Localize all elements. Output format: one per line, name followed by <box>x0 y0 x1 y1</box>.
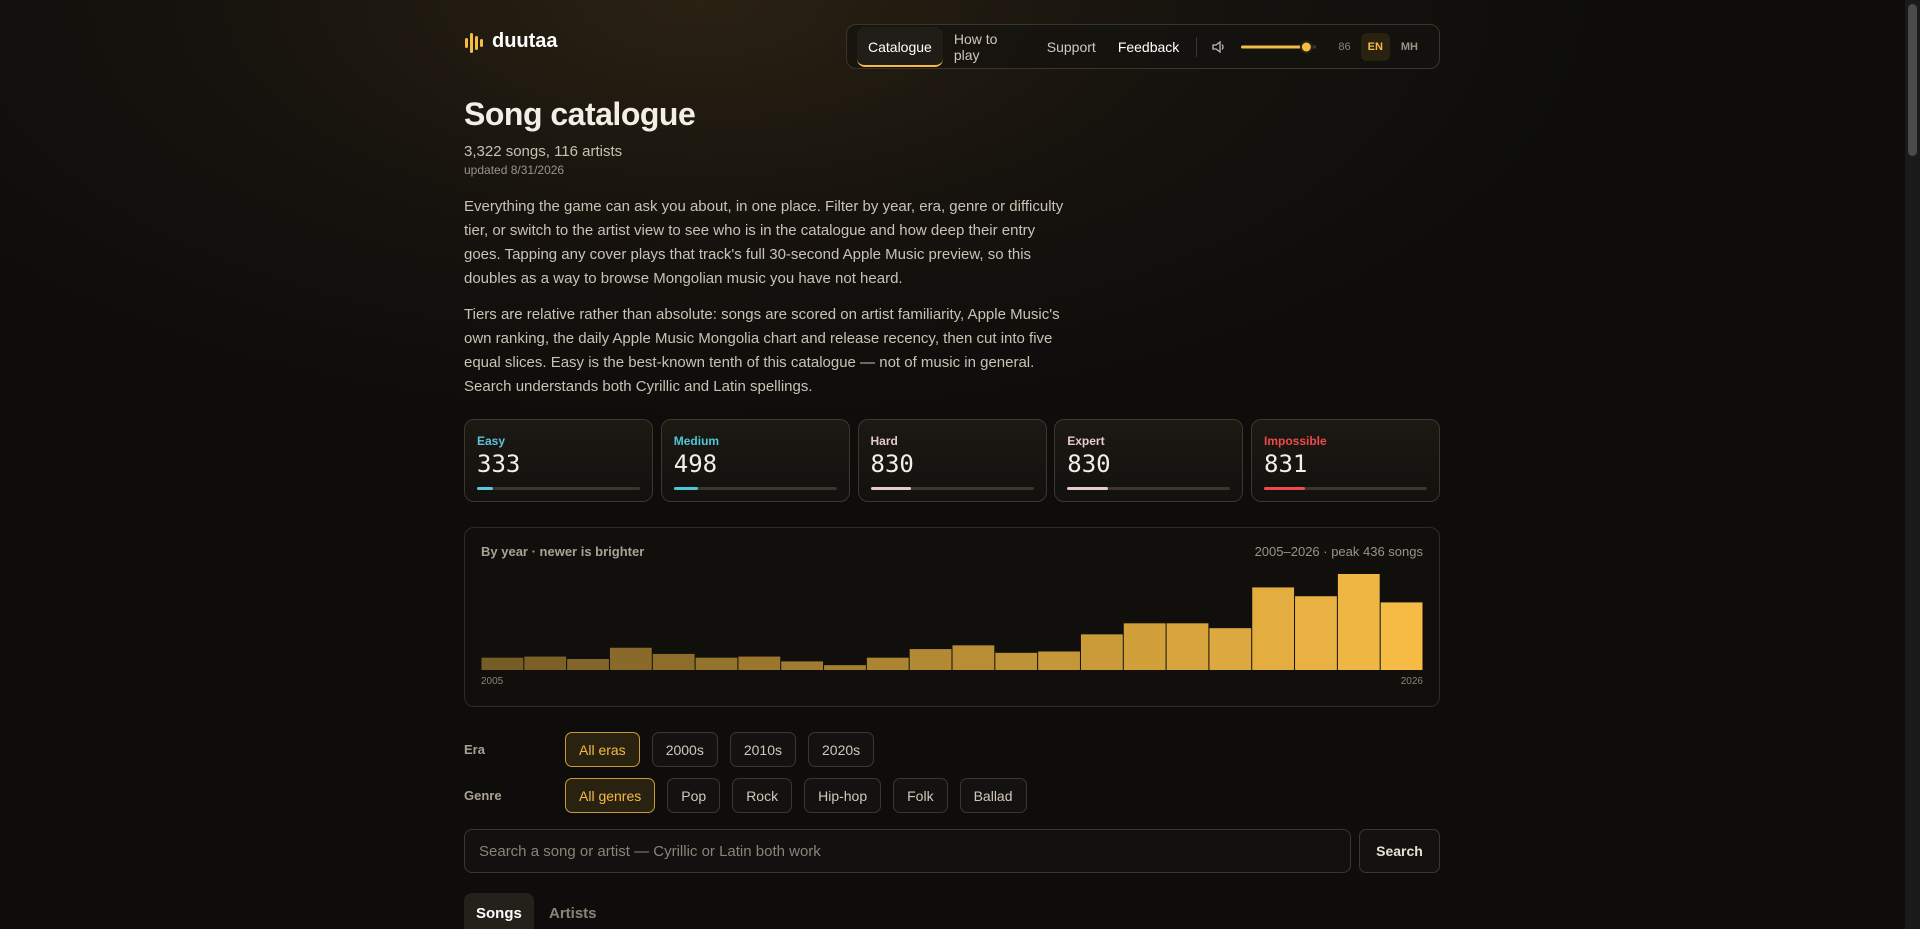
filter-button[interactable]: All eras <box>565 732 640 767</box>
year-bar[interactable] <box>609 647 652 670</box>
tier-count: 830 <box>1067 450 1111 478</box>
nav-link[interactable]: Feedback <box>1117 38 1180 55</box>
volume-value: 86 <box>1338 40 1351 53</box>
tier-fill <box>673 487 699 490</box>
tier-track <box>1067 487 1231 490</box>
tier-fill <box>1264 487 1305 490</box>
filter-button[interactable]: 2020s <box>808 732 875 767</box>
paragraph: Everything the game can ask you about, i… <box>464 198 1064 287</box>
tier-track <box>673 487 837 490</box>
scrollbar-thumb[interactable] <box>1908 4 1917 156</box>
year-bar[interactable] <box>481 657 524 670</box>
filter-button[interactable]: Folk <box>893 778 948 813</box>
year-bar[interactable] <box>995 652 1038 670</box>
tier-card[interactable]: Impossible 831 <box>1251 419 1440 502</box>
year-bar[interactable] <box>652 653 695 670</box>
year-bar[interactable] <box>1209 628 1252 670</box>
tier-count: 333 <box>477 450 521 478</box>
tier-card[interactable]: Hard 830 <box>857 419 1047 502</box>
tier-name: Easy <box>477 434 506 448</box>
year-bar[interactable] <box>1123 623 1166 670</box>
year-bar[interactable] <box>695 657 738 670</box>
logo-text: duutaa <box>492 30 558 52</box>
axis-end: 2026 <box>1400 676 1423 687</box>
slider-fill <box>1240 45 1307 48</box>
page-title: Song catalogue <box>464 96 696 132</box>
tier-name: Expert <box>1067 434 1105 448</box>
nav-link[interactable]: Support <box>1046 38 1096 55</box>
histogram <box>481 574 1423 670</box>
filter-label: Era <box>464 742 485 757</box>
filter-row: All eras 2000s 2010s 2020s <box>565 732 875 767</box>
year-bar[interactable] <box>524 656 567 670</box>
year-bar[interactable] <box>1080 634 1123 670</box>
nav-link[interactable]: Catalogue <box>857 26 943 67</box>
search-button[interactable]: Search <box>1359 829 1440 873</box>
slider-thumb <box>1299 40 1313 53</box>
year-bar[interactable] <box>781 661 824 670</box>
volume-icon[interactable] <box>1211 39 1227 55</box>
search-input[interactable]: Search a song or artist — Cyrillic or La… <box>464 829 1351 873</box>
year-bar[interactable] <box>567 658 609 670</box>
tier-name: Medium <box>673 434 720 448</box>
filter-button[interactable]: Rock <box>732 778 793 813</box>
tier-fill <box>1067 487 1108 490</box>
year-bar[interactable] <box>1295 596 1337 670</box>
logo[interactable]: duutaa <box>464 30 558 53</box>
year-bar[interactable] <box>1380 602 1423 670</box>
tier-card[interactable]: Expert 830 <box>1054 419 1244 502</box>
volume-slider[interactable] <box>1239 37 1317 57</box>
summary: 3,322 songs, 116 artists <box>464 143 623 160</box>
tier-track <box>1264 487 1427 490</box>
year-bar[interactable] <box>1166 623 1209 670</box>
year-chart: By year · newer is brighter 2005–2026 · … <box>464 527 1440 707</box>
year-bar[interactable] <box>1252 587 1295 670</box>
scrollbar[interactable] <box>1905 0 1920 929</box>
filter-button[interactable]: All genres <box>565 778 656 813</box>
tier-track <box>477 487 640 490</box>
tier-count: 830 <box>870 450 914 478</box>
tier-card[interactable]: Easy 333 <box>464 419 653 502</box>
paragraph: Tiers are relative rather than absolute:… <box>464 306 1060 395</box>
filter-button[interactable]: 2010s <box>729 732 796 767</box>
language-option[interactable]: EN <box>1360 32 1390 61</box>
year-bar[interactable] <box>824 665 866 670</box>
chart-note: 2005–2026 · peak 436 songs <box>1254 544 1423 559</box>
updated: updated 8/31/2026 <box>464 163 565 177</box>
tier-fill <box>870 487 912 490</box>
year-bar[interactable] <box>1038 651 1080 670</box>
year-bar[interactable] <box>738 656 781 670</box>
year-bar[interactable] <box>866 657 909 670</box>
divider <box>1196 36 1198 57</box>
tab[interactable]: Songs <box>464 893 534 929</box>
year-bar[interactable] <box>952 645 995 670</box>
language-option[interactable]: MH <box>1400 40 1418 53</box>
nav-bar: Catalogue How to play Support Feedback 86 EN M… <box>846 24 1440 69</box>
filter-button[interactable]: Hip-hop <box>804 778 882 813</box>
filter-row: All genres Pop Rock Hip-hop Folk Ballad <box>565 778 1027 813</box>
chart-title: By year · newer is brighter <box>481 544 645 559</box>
filter-button[interactable]: Pop <box>667 778 721 813</box>
nav-link[interactable]: How to play <box>953 30 998 63</box>
tier-card[interactable]: Medium 498 <box>660 419 850 502</box>
content: Song catalogue 3,322 songs, 116 artists … <box>464 96 1440 399</box>
filter-label: Genre <box>464 788 502 803</box>
axis-start: 2005 <box>481 676 504 687</box>
tier-count: 831 <box>1264 450 1308 478</box>
tier-name: Impossible <box>1264 434 1327 448</box>
tier-track <box>870 487 1034 490</box>
tier-fill <box>477 487 494 490</box>
filter-button[interactable]: 2000s <box>651 732 718 767</box>
logo-icon <box>465 32 483 53</box>
tab[interactable]: Artists <box>549 905 597 922</box>
year-bar[interactable] <box>1337 574 1380 670</box>
filter-button[interactable]: Ballad <box>959 778 1027 813</box>
year-bar[interactable] <box>909 649 952 670</box>
tier-name: Hard <box>870 434 898 448</box>
tier-count: 498 <box>673 450 718 478</box>
